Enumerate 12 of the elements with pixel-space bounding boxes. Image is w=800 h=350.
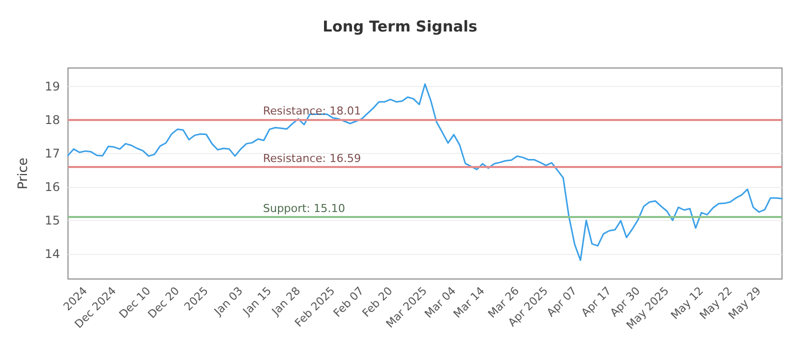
y-tick-label: 16 xyxy=(44,180,60,194)
y-tick-label: 19 xyxy=(44,79,60,94)
y-tick-label: 18 xyxy=(44,112,60,127)
ref-line-label: Support: 15.10 xyxy=(263,202,346,216)
y-tick-label: 15 xyxy=(44,213,60,228)
y-axis-title: Price xyxy=(16,158,31,190)
line-series xyxy=(67,83,783,261)
chart-title: Long Term Signals xyxy=(322,18,478,36)
y-tick-label: 14 xyxy=(44,246,60,261)
ref-line-label: Resistance: 16.59 xyxy=(263,152,361,166)
ref-line-label: Resistance: 18.01 xyxy=(263,104,361,118)
y-tick-label: 17 xyxy=(44,146,60,160)
